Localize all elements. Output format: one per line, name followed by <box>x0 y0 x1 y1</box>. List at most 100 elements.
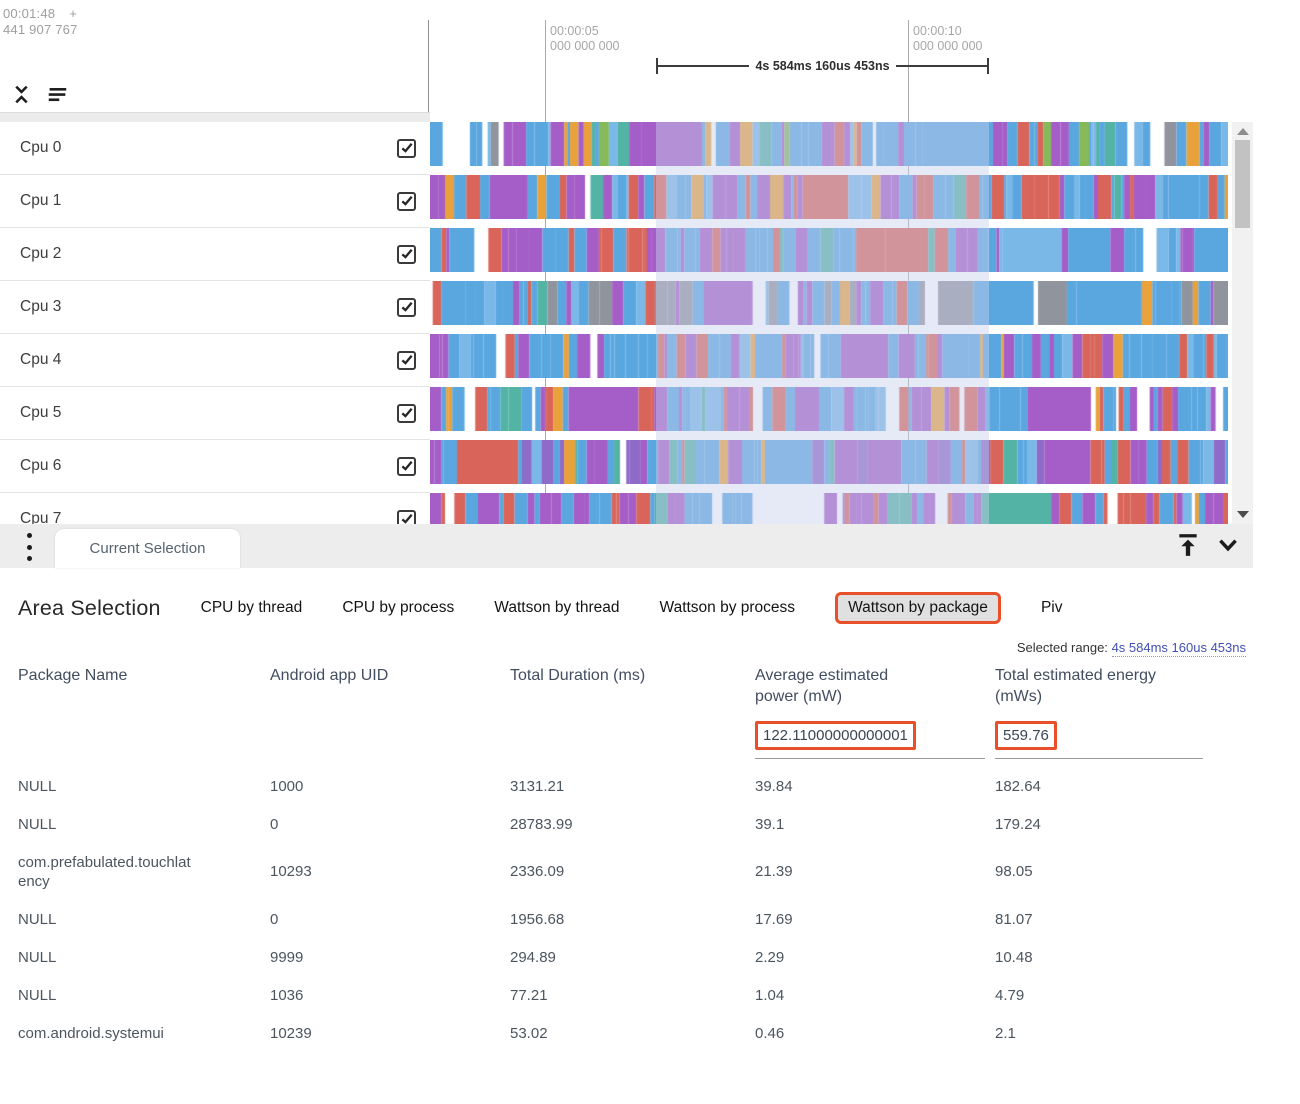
column-header: Total estimated energy (mWs) <box>995 667 1156 705</box>
table-cell: 77.21 <box>510 986 548 1004</box>
track-checkbox[interactable] <box>397 350 416 370</box>
track-row: Cpu 5 <box>0 387 1300 440</box>
table-cell: 53.02 <box>510 1024 548 1042</box>
track-slices-7[interactable] <box>430 493 1228 524</box>
tracks-scrollbar[interactable] <box>1232 122 1253 524</box>
tab-wattson-by-package[interactable]: Wattson by package <box>835 592 1001 624</box>
sort-tracks-icon[interactable] <box>46 84 69 105</box>
wattson-package-table: Package Name Android app UID Total Duratio… <box>18 655 1203 1052</box>
tab-wattson-by-process[interactable]: Wattson by process <box>659 599 796 616</box>
track-row: Cpu 0 <box>0 122 1300 175</box>
table-cell: 10293 <box>270 863 312 880</box>
selected-range-link[interactable]: 4s 584ms 160us 453ns <box>1111 640 1246 657</box>
track-slices-1[interactable] <box>430 175 1228 219</box>
track-panel-header-strip <box>0 112 430 122</box>
table-cell: 1956.68 <box>510 910 565 928</box>
time-tick-label: 00:00:05 000 000 000 <box>550 24 620 53</box>
table-cell: 39.1 <box>755 815 785 833</box>
collapse-panel-icon[interactable] <box>1215 532 1241 558</box>
expand-panel-icon[interactable] <box>1175 532 1201 558</box>
table-cell: 98.05 <box>995 863 1033 880</box>
column-header: Package Name <box>18 667 128 684</box>
table-cell: 2.1 <box>995 1024 1016 1042</box>
table-cell: 10239 <box>270 1024 312 1042</box>
track-slices-4[interactable] <box>430 334 1228 378</box>
table-cell: com.android.systemui <box>18 1024 164 1042</box>
track-slices-0[interactable] <box>430 122 1228 166</box>
track-label-cpu-7[interactable]: Cpu 7 <box>0 493 430 524</box>
track-label-cpu-1[interactable]: Cpu 1 <box>0 175 430 228</box>
total-cell: 122.11000000000001 <box>755 707 985 759</box>
column-header: Android app UID <box>270 667 389 684</box>
tab-current-selection[interactable]: Current Selection <box>55 529 240 568</box>
track-slices-3[interactable] <box>430 281 1228 325</box>
table-cell: NULL <box>18 910 57 928</box>
track-row: Cpu 3 <box>0 281 1300 334</box>
total-avg-power: 122.11000000000001 <box>755 721 916 750</box>
total-cell-empty <box>510 707 755 759</box>
column-header: Average estimated power (mW) <box>755 667 889 705</box>
total-cell-empty <box>18 707 270 759</box>
track-label-cpu-5[interactable]: Cpu 5 <box>0 387 430 440</box>
tab-cpu-by-process[interactable]: CPU by process <box>342 599 455 616</box>
track-slices-2[interactable] <box>430 228 1228 272</box>
collapse-all-tracks-icon[interactable] <box>11 84 32 105</box>
selected-range-duration: 4s 584ms 160us 453ns <box>749 59 896 73</box>
selected-range-row: Selected range: 4s 584ms 160us 453ns <box>18 640 1246 657</box>
table-cell: 182.64 <box>995 777 1041 795</box>
tab-piv[interactable]: Piv <box>1040 599 1063 616</box>
table-cell: 1036 <box>270 986 304 1004</box>
track-checkbox[interactable] <box>397 297 416 317</box>
total-cell: 559.76 <box>995 707 1203 759</box>
track-label-cpu-6[interactable]: Cpu 6 <box>0 440 430 493</box>
track-row: Cpu 7 <box>0 493 1300 524</box>
selected-range-label: Selected range: <box>1016 640 1108 655</box>
table-cell: 294.89 <box>510 948 556 966</box>
time-tick-label: 00:00:10 000 000 000 <box>913 24 983 53</box>
table-cell: 1000 <box>270 777 304 795</box>
table-cell: 2.29 <box>755 948 785 966</box>
table-cell: 4.79 <box>995 986 1025 1004</box>
track-checkbox[interactable] <box>397 191 416 211</box>
table-cell: 179.24 <box>995 815 1041 833</box>
tab-wattson-by-thread[interactable]: Wattson by thread <box>494 599 620 616</box>
track-label-cpu-4[interactable]: Cpu 4 <box>0 334 430 387</box>
track-checkbox[interactable] <box>397 138 416 158</box>
table-cell: NULL <box>18 948 57 966</box>
timeline-gridline-5s <box>545 20 546 524</box>
track-label-cpu-0[interactable]: Cpu 0 <box>0 122 430 175</box>
table-cell: 39.84 <box>755 777 793 795</box>
track-row: Cpu 6 <box>0 440 1300 493</box>
table-cell: com.prefabulated.touchlatency <box>18 853 191 890</box>
scrollbar-thumb[interactable] <box>1235 140 1250 228</box>
total-energy: 559.76 <box>995 721 1057 750</box>
track-slices-6[interactable] <box>430 440 1228 484</box>
track-label-cpu-3[interactable]: Cpu 3 <box>0 281 430 334</box>
table-cell: 21.39 <box>755 863 793 880</box>
scroll-down-icon[interactable] <box>1237 511 1249 518</box>
selected-range-marker: 4s 584ms 160us 453ns <box>656 58 989 74</box>
timeline-gridline <box>428 20 429 122</box>
trace-time-offset: 00:01:48 + 441 907 767 <box>3 6 78 37</box>
table-cell: 0 <box>270 910 279 928</box>
bottom-panel-tab-bar: Current Selection <box>0 524 1253 568</box>
panel-title: Area Selection <box>18 595 161 620</box>
track-slices-5[interactable] <box>430 387 1228 431</box>
track-checkbox[interactable] <box>397 403 416 423</box>
scroll-up-icon[interactable] <box>1237 128 1249 135</box>
track-label-cpu-2[interactable]: Cpu 2 <box>0 228 430 281</box>
table-cell: 81.07 <box>995 910 1033 928</box>
track-checkbox[interactable] <box>397 456 416 476</box>
table-cell: 9999 <box>270 948 304 966</box>
table-cell: 0.46 <box>755 1024 785 1042</box>
timeline-gridline-10s <box>908 20 909 524</box>
table-cell: 17.69 <box>755 910 793 928</box>
panel-menu-icon[interactable] <box>22 533 36 561</box>
track-row: Cpu 1 <box>0 175 1300 228</box>
total-cell-empty <box>270 707 510 759</box>
tab-cpu-by-thread[interactable]: CPU by thread <box>200 599 303 616</box>
table-cell: 28783.99 <box>510 815 573 833</box>
track-checkbox[interactable] <box>397 244 416 264</box>
track-checkbox[interactable] <box>397 509 416 524</box>
